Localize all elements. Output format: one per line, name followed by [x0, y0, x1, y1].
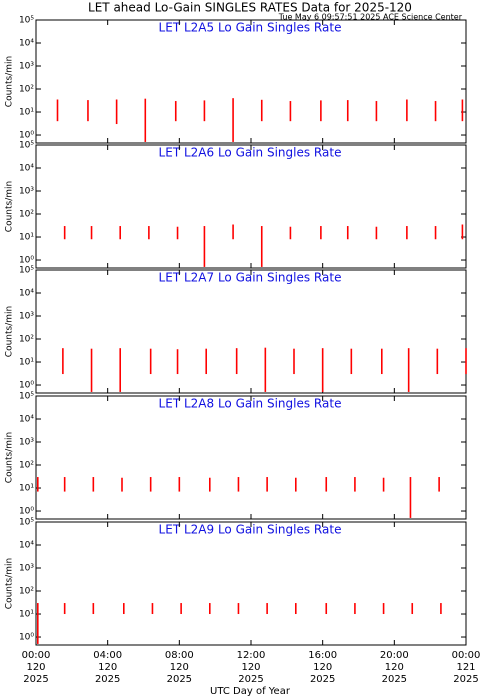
x-tick-day: 120: [385, 662, 404, 673]
y-tick-label: 10³: [19, 312, 34, 322]
y-tick-label: 10³: [19, 187, 34, 197]
y-tick-label: 10⁵: [19, 518, 34, 528]
x-tick-label: 12:00: [237, 650, 266, 661]
y-tick-label: 10³: [19, 438, 34, 448]
x-tick-label: 00:00: [22, 650, 51, 661]
panel-title: LET L2A8 Lo Gain Singles Rate: [159, 397, 342, 411]
y-tick-label: 10⁰: [19, 256, 34, 266]
y-tick-label: 10³: [19, 564, 34, 574]
x-tick-year: 2025: [238, 674, 263, 685]
y-tick-label: 10⁴: [19, 164, 34, 174]
panel-frame: [35, 144, 467, 269]
panel-frame: [35, 19, 467, 144]
x-tick-label: 20:00: [380, 650, 409, 661]
x-tick-day: 120: [241, 662, 260, 673]
panel-title: LET L2A9 Lo Gain Singles Rate: [159, 523, 342, 537]
x-tick-year: 2025: [453, 674, 478, 685]
panel-frame: [35, 521, 467, 646]
y-tick-label: 10²: [19, 587, 34, 597]
y-tick-label: 10¹: [19, 610, 34, 620]
y-axis-label: Counts/min: [5, 558, 15, 609]
x-tick-year: 2025: [23, 674, 48, 685]
x-tick-year: 2025: [95, 674, 120, 685]
x-tick-label: 08:00: [165, 650, 194, 661]
x-axis-label: UTC Day of Year: [210, 686, 291, 697]
x-tick-day: 121: [456, 662, 475, 673]
y-tick-label: 10¹: [19, 233, 34, 243]
panel-frame: [35, 395, 467, 520]
y-tick-label: 10²: [19, 85, 34, 95]
y-tick-label: 10⁵: [19, 392, 34, 402]
x-tick-label: 00:00: [452, 650, 481, 661]
x-tick-day: 120: [26, 662, 45, 673]
panel-title: LET L2A7 Lo Gain Singles Rate: [159, 271, 342, 285]
y-tick-label: 10⁴: [19, 415, 34, 425]
x-tick-day: 120: [98, 662, 117, 673]
y-tick-label: 10²: [19, 461, 34, 471]
y-tick-label: 10⁰: [19, 633, 34, 643]
panel-title: LET L2A6 Lo Gain Singles Rate: [159, 146, 342, 160]
y-tick-label: 10²: [19, 210, 34, 220]
y-tick-label: 10⁰: [19, 381, 34, 391]
y-tick-label: 10¹: [19, 108, 34, 118]
y-tick-label: 10³: [19, 62, 34, 72]
x-tick-day: 120: [170, 662, 189, 673]
y-tick-label: 10¹: [19, 484, 34, 494]
y-tick-label: 10⁴: [19, 289, 34, 299]
y-tick-label: 10⁵: [19, 141, 34, 151]
y-tick-label: 10²: [19, 335, 34, 345]
x-tick-year: 2025: [167, 674, 192, 685]
y-tick-label: 10⁰: [19, 507, 34, 517]
y-tick-label: 10¹: [19, 358, 34, 368]
y-axis-label: Counts/min: [5, 306, 15, 357]
y-tick-label: 10⁴: [19, 541, 34, 551]
panel-frame: [35, 269, 467, 394]
chart-subtitle: Tue May 6 09:57:51 2025 ACE Science Cent…: [278, 13, 463, 22]
x-tick-day: 120: [313, 662, 332, 673]
y-tick-label: 10⁴: [19, 39, 34, 49]
y-tick-label: 10⁵: [19, 266, 34, 276]
x-tick-year: 2025: [382, 674, 407, 685]
y-tick-label: 10⁵: [19, 16, 34, 26]
y-axis-label: Counts/min: [5, 432, 15, 483]
y-axis-label: Counts/min: [5, 56, 15, 107]
x-tick-label: 04:00: [93, 650, 122, 661]
panel-title: LET L2A5 Lo Gain Singles Rate: [159, 21, 342, 35]
y-tick-label: 10⁰: [19, 131, 34, 141]
chart-title: LET ahead Lo-Gain SINGLES RATES Data for…: [88, 1, 412, 15]
y-axis-label: Counts/min: [5, 181, 15, 232]
x-tick-label: 16:00: [308, 650, 337, 661]
x-tick-year: 2025: [310, 674, 335, 685]
